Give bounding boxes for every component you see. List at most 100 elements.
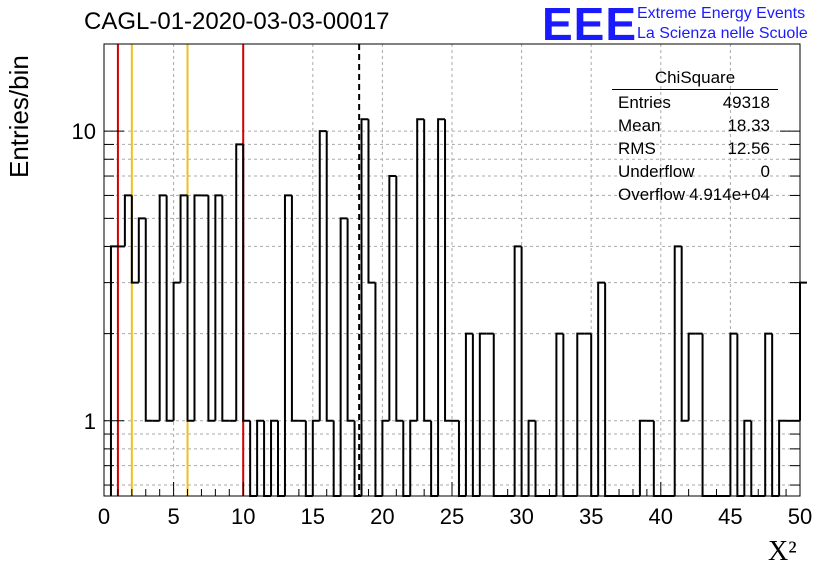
histogram-bin bbox=[381, 419, 390, 496]
logo-line-1: Extreme Energy Events bbox=[637, 5, 806, 22]
histogram-bin bbox=[346, 218, 355, 422]
histogram-bin bbox=[673, 245, 682, 496]
histogram-bin bbox=[221, 195, 230, 422]
histogram-bin bbox=[374, 282, 383, 497]
x-tick-label: 15 bbox=[301, 504, 325, 529]
histogram-bin bbox=[137, 217, 146, 283]
histogram-bin bbox=[395, 176, 404, 422]
histogram-bin bbox=[478, 332, 487, 496]
x-tick-label: 5 bbox=[167, 504, 179, 529]
x-tick-label: 45 bbox=[718, 504, 742, 529]
histogram-bin bbox=[144, 218, 153, 422]
histogram-bin bbox=[423, 119, 432, 422]
histogram-bin bbox=[290, 195, 299, 422]
histogram-bin bbox=[444, 119, 452, 422]
histogram-bin bbox=[409, 419, 418, 496]
stats-key: RMS bbox=[618, 139, 656, 158]
histogram-bin bbox=[207, 195, 216, 422]
eee-logo: EEE bbox=[542, 0, 638, 50]
histogram-bin bbox=[437, 118, 446, 496]
histogram-bin bbox=[736, 333, 745, 497]
histogram-bin bbox=[214, 194, 223, 421]
chart-title: CAGL-01-2020-03-03-00017 bbox=[84, 8, 390, 35]
histogram-bin bbox=[186, 195, 195, 422]
x-tick-label: 50 bbox=[788, 504, 812, 529]
eee-logo-text: Extreme Energy Events La Scienza nelle S… bbox=[637, 4, 808, 44]
stats-value: 4.914e+04 bbox=[689, 185, 770, 204]
histogram-bin bbox=[109, 245, 118, 496]
histogram-bin bbox=[270, 419, 278, 496]
histogram-bin bbox=[562, 333, 571, 497]
histogram-bin bbox=[471, 333, 480, 497]
stats-key: Overflow bbox=[618, 185, 686, 204]
histogram-bin bbox=[193, 194, 202, 421]
histogram-bin bbox=[235, 143, 244, 421]
vertical-markers bbox=[116, 44, 361, 496]
histogram-bin bbox=[687, 332, 696, 421]
histogram-bin bbox=[339, 217, 348, 496]
axis-ticks bbox=[103, 43, 801, 496]
histogram-bin bbox=[701, 333, 710, 497]
histogram-bin bbox=[367, 119, 376, 284]
histogram-bin bbox=[123, 194, 132, 247]
histogram-bin bbox=[604, 282, 613, 497]
y-axis-label: Entries/bin bbox=[4, 55, 34, 178]
histogram-bin bbox=[256, 419, 265, 496]
histogram-bin bbox=[729, 332, 738, 496]
tick-labels: 0 5 10 15 20 25 30 35 40 45 50 1 10 bbox=[72, 119, 813, 529]
x-axis-label: X² bbox=[768, 536, 797, 567]
histogram-bin bbox=[743, 419, 752, 496]
stats-key: Underflow bbox=[618, 162, 695, 181]
stats-value: 18.33 bbox=[727, 116, 770, 135]
histogram-bin bbox=[764, 332, 773, 496]
histogram-bin bbox=[513, 245, 522, 496]
histogram-bin bbox=[590, 333, 599, 497]
logo-line-2: La Scienza nelle Scuole bbox=[637, 25, 808, 42]
histogram-bin bbox=[520, 246, 529, 497]
histogram-bin bbox=[576, 332, 585, 496]
y-tick-label: 1 bbox=[84, 409, 96, 434]
histogram-bin bbox=[165, 195, 174, 422]
x-tick-label: 20 bbox=[370, 504, 394, 529]
histogram-bin bbox=[388, 175, 397, 421]
stats-box: ChiSquare Entries 49318 Mean 18.33 RMS 1… bbox=[612, 68, 778, 208]
histogram-bin bbox=[555, 332, 564, 496]
histogram-bin bbox=[416, 118, 425, 421]
stats-title: ChiSquare bbox=[654, 68, 736, 87]
stats-row-mean: Mean 18.33 bbox=[618, 116, 770, 136]
stats-value: 0 bbox=[760, 162, 770, 181]
y-tick-label: 10 bbox=[72, 119, 96, 144]
histogram-bin bbox=[597, 281, 606, 496]
histogram-bin bbox=[283, 194, 292, 496]
histogram-bin bbox=[680, 246, 689, 422]
x-tick-label: 0 bbox=[98, 504, 110, 529]
x-tick-label: 25 bbox=[440, 504, 464, 529]
x-tick-label: 30 bbox=[509, 504, 533, 529]
stats-key: Entries bbox=[618, 93, 671, 112]
histogram-bin bbox=[492, 333, 501, 497]
stats-value: 49318 bbox=[722, 93, 770, 112]
x-tick-label: 10 bbox=[231, 504, 255, 529]
histogram-bin bbox=[130, 195, 139, 284]
histogram-bin bbox=[172, 281, 181, 421]
histogram-bin bbox=[527, 419, 536, 496]
x-tick-label: 40 bbox=[649, 504, 673, 529]
histogram-bin bbox=[360, 118, 369, 496]
stats-row-entries: Entries 49318 bbox=[618, 93, 770, 113]
histogram-bin bbox=[464, 332, 473, 496]
histogram-bin bbox=[311, 419, 320, 496]
histogram-bin bbox=[638, 419, 647, 496]
stats-divider bbox=[612, 89, 778, 90]
stats-value: 12.56 bbox=[727, 139, 770, 158]
histogram-bin bbox=[325, 131, 334, 422]
histogram-bin bbox=[179, 194, 188, 283]
stats-row-underflow: Underflow 0 bbox=[618, 162, 770, 182]
histogram-bin bbox=[242, 144, 251, 422]
x-tick-label: 35 bbox=[579, 504, 603, 529]
histogram-bin bbox=[318, 130, 327, 421]
stats-row-overflow: Overflow 4.914e+04 bbox=[618, 185, 770, 205]
histogram-bin bbox=[799, 281, 807, 421]
histogram-bin bbox=[771, 333, 780, 497]
stats-row-rms: RMS 12.56 bbox=[618, 139, 770, 159]
